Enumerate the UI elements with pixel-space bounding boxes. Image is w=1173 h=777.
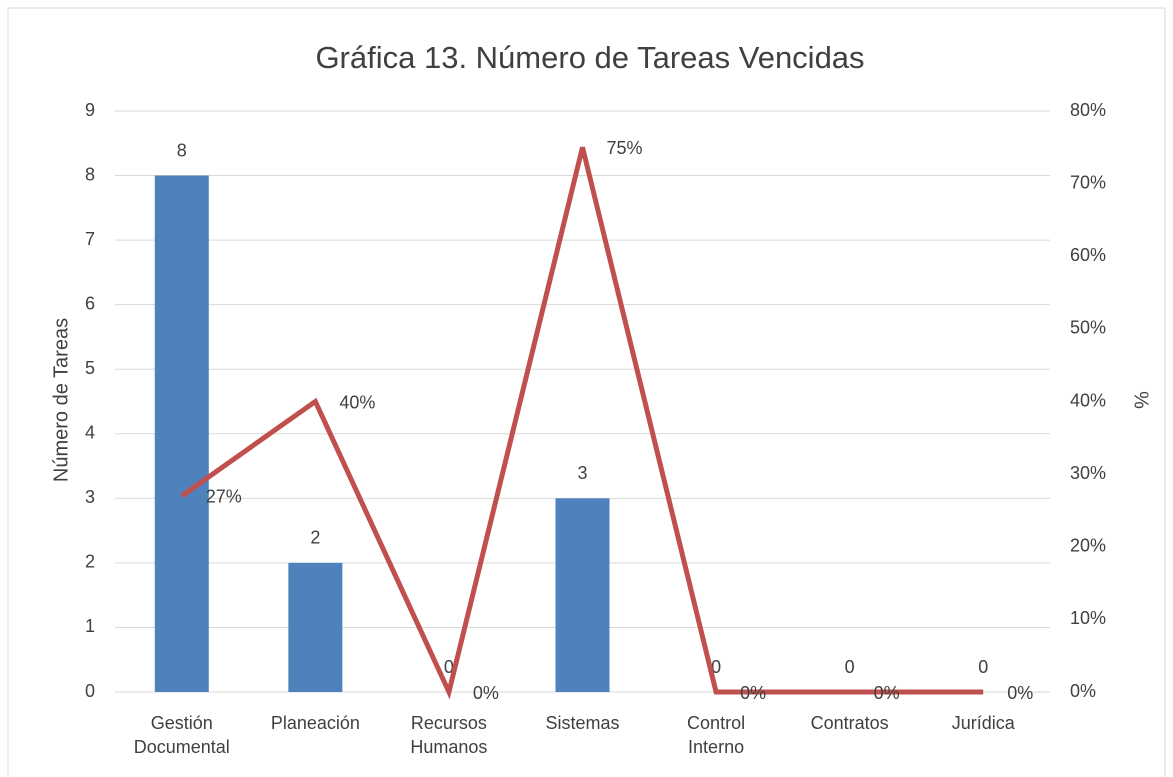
y2-axis-label: % bbox=[1130, 391, 1152, 409]
y2-tick-label: 0% bbox=[1070, 681, 1096, 701]
chart-title: Gráfica 13. Número de Tareas Vencidas bbox=[315, 40, 864, 75]
y-tick-label: 7 bbox=[85, 229, 95, 249]
line-value-label: 27% bbox=[206, 487, 242, 507]
bar-value-label: 0 bbox=[978, 657, 988, 677]
x-tick-label: Jurídica bbox=[952, 713, 1016, 733]
y2-tick-label: 10% bbox=[1070, 608, 1106, 628]
line-value-label: 40% bbox=[339, 392, 375, 412]
y-tick-label: 1 bbox=[85, 616, 95, 636]
x-tick-label: Sistemas bbox=[545, 713, 619, 733]
bar bbox=[288, 562, 343, 692]
line bbox=[180, 146, 984, 700]
y2-tick-label: 30% bbox=[1070, 463, 1106, 483]
y-tick-label: 2 bbox=[85, 552, 95, 572]
y-tick-label: 6 bbox=[85, 293, 95, 313]
x-tick-line: Control bbox=[687, 713, 745, 733]
x-tick-line: Humanos bbox=[410, 737, 487, 757]
x-tick-label: Contratos bbox=[811, 713, 889, 733]
bar-value-label: 2 bbox=[310, 528, 320, 548]
y-tick-label: 3 bbox=[85, 487, 95, 507]
y-tick-label: 5 bbox=[85, 358, 95, 378]
y-axis-label: Número de Tareas bbox=[50, 318, 72, 482]
x-tick-line: Recursos bbox=[411, 713, 487, 733]
y2-tick-label: 70% bbox=[1070, 172, 1106, 192]
x-tick-label: Gestión Documental bbox=[134, 713, 230, 757]
x-tick-line: Gestión bbox=[151, 713, 213, 733]
x-tick-label: Recursos Humanos bbox=[410, 713, 487, 757]
bar-value-label: 0 bbox=[444, 657, 454, 677]
line-value-label: 75% bbox=[607, 138, 643, 158]
bar-value-label: 0 bbox=[711, 657, 721, 677]
x-tick-label: Planeación bbox=[271, 713, 360, 733]
y2-tick-label: 80% bbox=[1070, 100, 1106, 120]
line-value-label: 0% bbox=[874, 683, 900, 703]
y2-tick-label: 20% bbox=[1070, 536, 1106, 556]
bar-value-label: 8 bbox=[177, 140, 187, 160]
y-tick-label: 9 bbox=[85, 100, 95, 120]
line-value-label: 0% bbox=[1007, 683, 1033, 703]
line-value-label: 0% bbox=[740, 683, 766, 703]
bar bbox=[154, 175, 209, 693]
y2-tick-label: 60% bbox=[1070, 245, 1106, 265]
y-tick-label: 8 bbox=[85, 164, 95, 184]
y-tick-label: 4 bbox=[85, 423, 95, 443]
x-tick-line: Documental bbox=[134, 737, 230, 757]
x-tick-line: Interno bbox=[688, 737, 744, 757]
bar-value-label: 0 bbox=[845, 657, 855, 677]
y2-tick-label: 40% bbox=[1070, 390, 1106, 410]
y-tick-label: 0 bbox=[85, 681, 95, 701]
bar bbox=[555, 498, 610, 692]
x-tick-label: Control Interno bbox=[687, 713, 745, 757]
y2-tick-label: 50% bbox=[1070, 318, 1106, 338]
bar-value-label: 3 bbox=[577, 463, 587, 483]
line-value-label: 0% bbox=[473, 683, 499, 703]
